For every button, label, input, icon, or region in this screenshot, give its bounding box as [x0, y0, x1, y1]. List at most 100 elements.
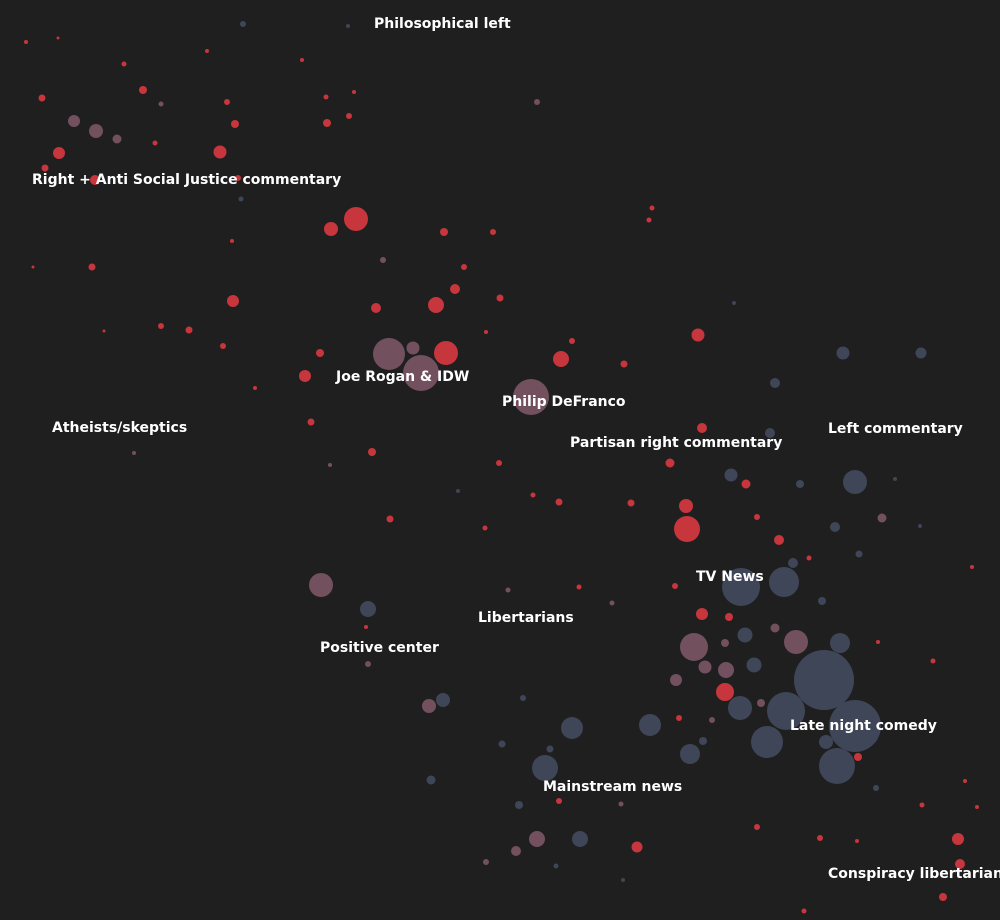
channel-bubble — [770, 378, 780, 388]
channel-bubble — [680, 744, 700, 764]
channel-bubble — [855, 839, 859, 843]
cluster-label: Left commentary — [828, 421, 963, 437]
channel-bubble — [434, 341, 458, 365]
channel-bubble — [515, 801, 523, 809]
channel-bubble — [520, 695, 526, 701]
channel-bubble — [490, 229, 496, 235]
channel-bubble — [205, 49, 209, 53]
channel-bubble — [238, 196, 244, 202]
channel-bubble — [718, 662, 734, 678]
channel-bubble — [618, 801, 624, 807]
channel-bubble — [788, 558, 798, 568]
channel-bubble — [38, 94, 46, 102]
channel-bubble — [939, 893, 947, 901]
channel-bubble — [352, 90, 356, 94]
channel-bubble — [505, 587, 511, 593]
channel-bubble — [440, 228, 448, 236]
channel-bubble — [89, 124, 103, 138]
channel-bubble — [299, 370, 311, 382]
channel-bubble — [344, 207, 368, 231]
channel-bubble — [436, 693, 450, 707]
channel-bubble — [309, 573, 333, 597]
channel-bubble — [364, 625, 368, 629]
channel-bubble — [88, 263, 96, 271]
channel-bubble — [534, 99, 540, 105]
channel-bubble — [121, 61, 127, 67]
channel-bubble — [307, 418, 315, 426]
channel-bubble — [152, 140, 158, 146]
channel-bubble — [253, 386, 257, 390]
channel-bubble — [649, 205, 655, 211]
channel-bubble — [915, 347, 927, 359]
channel-bubble — [970, 565, 974, 569]
channel-bubble — [918, 524, 922, 528]
channel-bubble — [513, 379, 549, 415]
channel-bubble — [498, 740, 506, 748]
channel-bubble — [774, 535, 784, 545]
channel-bubble — [674, 516, 700, 542]
channel-bubble — [556, 798, 562, 804]
channel-bubble — [373, 338, 405, 370]
cluster-label: Mainstream news — [543, 779, 682, 795]
channel-bubble — [721, 639, 729, 647]
channel-bubble — [360, 601, 376, 617]
channel-bubble — [139, 86, 147, 94]
channel-bubble — [380, 257, 386, 263]
channel-bubble — [620, 360, 628, 368]
channel-bubble — [213, 145, 227, 159]
channel-bubble — [877, 513, 887, 523]
cluster-label: Philosophical left — [374, 16, 511, 32]
channel-bubble — [737, 627, 753, 643]
channel-bubble — [158, 101, 164, 107]
channel-bubble — [836, 346, 850, 360]
channel-bubble — [801, 908, 807, 914]
channel-bubble — [461, 264, 467, 270]
channel-bubble — [112, 134, 122, 144]
channel-bubble — [484, 330, 488, 334]
channel-bubble — [230, 239, 234, 243]
channel-bubble — [546, 745, 554, 753]
channel-bubble — [757, 699, 765, 707]
channel-bubble — [576, 584, 582, 590]
channel-bubble — [930, 658, 936, 664]
channel-bubble — [426, 775, 436, 785]
channel-bubble — [609, 600, 615, 606]
channel-bubble — [691, 328, 705, 342]
channel-bubble — [854, 753, 862, 761]
channel-bubble — [324, 222, 338, 236]
channel-bubble — [769, 567, 799, 597]
channel-bubble — [754, 824, 760, 830]
channel-bubble — [855, 550, 863, 558]
channel-bubble — [553, 351, 569, 367]
channel-bubble — [496, 460, 502, 466]
channel-bubble — [530, 492, 536, 498]
cluster-label: Positive center — [320, 640, 439, 656]
channel-bubble — [975, 805, 979, 809]
channel-bubble — [90, 175, 100, 185]
channel-bubble — [482, 525, 488, 531]
channel-bubble — [496, 294, 504, 302]
channel-bubble — [328, 463, 332, 467]
channel-bubble — [553, 863, 559, 869]
channel-bubble — [963, 779, 967, 783]
channel-bubble — [532, 755, 558, 781]
channel-bubble — [220, 343, 226, 349]
channel-bubble — [794, 650, 854, 710]
channel-bubble — [765, 428, 775, 438]
channel-bubble — [751, 726, 783, 758]
channel-bubble — [371, 303, 381, 313]
channel-bubble — [323, 94, 329, 100]
channel-bubble — [697, 423, 707, 433]
channel-bubble — [952, 833, 964, 845]
channel-bubble — [725, 613, 733, 621]
channel-bubble — [511, 846, 521, 856]
channel-bubble — [627, 499, 635, 507]
channel-bubble — [555, 498, 563, 506]
cluster-label: Joe Rogan & IDW — [335, 369, 469, 385]
channel-bubble — [346, 24, 350, 28]
channel-bubble — [741, 479, 751, 489]
channel-bubble — [665, 458, 675, 468]
channel-bubble — [876, 640, 880, 644]
